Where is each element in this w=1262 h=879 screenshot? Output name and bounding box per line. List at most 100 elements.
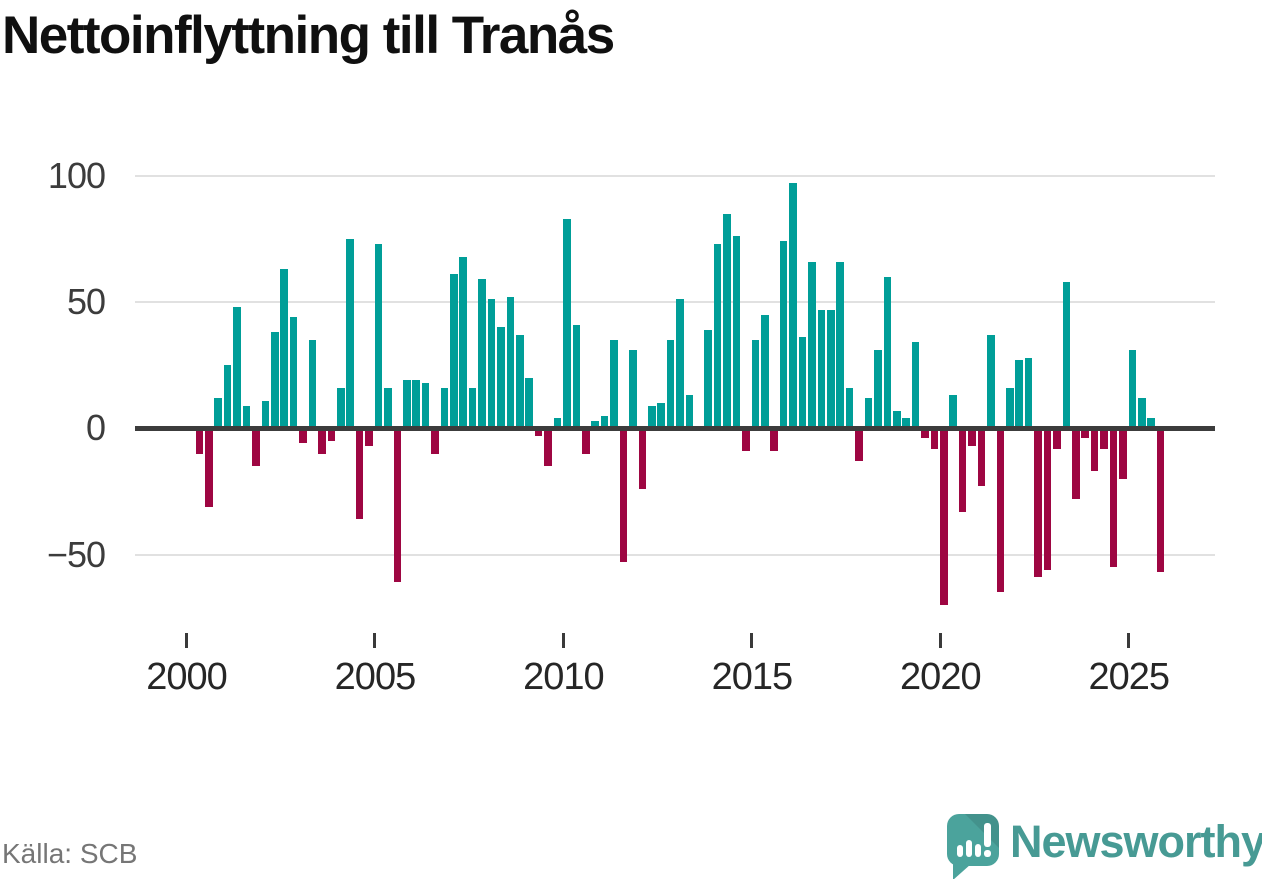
y-axis-tick-label: −50 (46, 533, 106, 575)
source-note: Källa: SCB (2, 838, 138, 869)
bar (600, 415, 609, 429)
bar (676, 299, 684, 429)
gridline (135, 553, 1215, 556)
x-axis-tick-mark (938, 633, 942, 648)
bar (327, 428, 336, 441)
bar (195, 428, 204, 454)
bar (214, 397, 223, 429)
bar (883, 276, 892, 429)
bar (450, 274, 458, 429)
bar (798, 337, 807, 429)
bar (892, 410, 901, 429)
bar (977, 428, 986, 487)
x-axis-tick-label: 2020 (900, 656, 982, 698)
bar (723, 213, 731, 429)
bar (968, 428, 976, 446)
bar (318, 428, 326, 454)
bar (864, 397, 873, 429)
newsworthy-logo-icon (947, 814, 999, 879)
bar (996, 428, 1005, 593)
bar (336, 387, 345, 429)
bar (657, 403, 665, 429)
bar (374, 243, 383, 429)
x-axis-tick-mark (1127, 633, 1131, 648)
page-title: Nettoinflyttning till Tranås (2, 6, 615, 65)
gridline (135, 301, 1215, 303)
bar (478, 279, 486, 429)
bar (468, 387, 477, 429)
bar (930, 428, 939, 449)
x-axis-tick-label: 2010 (523, 656, 605, 698)
bar (525, 377, 534, 429)
bar (1109, 428, 1118, 568)
bar (1006, 387, 1014, 429)
speech-bubble-body (947, 814, 999, 866)
bar (742, 428, 750, 452)
bar (459, 256, 468, 429)
x-axis-tick-label: 2025 (1088, 656, 1171, 698)
bar (431, 428, 439, 454)
bar (355, 428, 364, 520)
bar (233, 307, 241, 429)
bar (205, 428, 213, 507)
bar (544, 428, 552, 467)
chart-bar-icon (975, 844, 981, 857)
y-axis-tick-label: 100 (47, 154, 106, 196)
bar (1071, 428, 1080, 500)
bar (619, 428, 628, 563)
bar (308, 339, 317, 429)
bar (252, 428, 260, 467)
bar (242, 405, 251, 429)
bar (647, 405, 656, 429)
bar (987, 334, 995, 429)
bar (855, 428, 863, 462)
bar (534, 428, 543, 436)
bar (280, 269, 289, 429)
bar (940, 428, 948, 606)
bar (516, 334, 524, 429)
bar (393, 428, 402, 583)
bar (487, 299, 496, 429)
bar (826, 309, 835, 429)
bar (346, 238, 354, 429)
bar (1100, 428, 1108, 449)
bar (1137, 397, 1146, 429)
bar (704, 329, 713, 429)
bar (572, 324, 581, 429)
bar (1128, 349, 1137, 429)
bar (1043, 428, 1052, 570)
bar (261, 400, 270, 429)
bar (553, 418, 562, 429)
bar (1156, 428, 1165, 573)
bar (299, 428, 307, 444)
bar (497, 327, 505, 429)
bar (629, 349, 637, 429)
bar (685, 395, 694, 429)
x-axis-tick-mark (185, 633, 188, 648)
x-axis-tick-label: 2000 (146, 656, 228, 698)
bar (1062, 281, 1071, 429)
bar (779, 241, 788, 429)
bar (751, 339, 760, 429)
bar (911, 342, 920, 429)
bar (384, 387, 392, 429)
bar (1015, 360, 1024, 429)
x-axis-tick-mark (561, 633, 565, 648)
bar (638, 428, 647, 489)
chart-bar-icon (957, 845, 963, 857)
bar (1053, 428, 1061, 449)
exclamation-icon (984, 823, 991, 847)
bar (666, 339, 675, 429)
bar (836, 261, 844, 429)
bar (789, 183, 797, 429)
bar (1119, 428, 1127, 479)
y-axis-tick-label: 0 (85, 407, 106, 449)
bar (591, 420, 599, 429)
bar (1147, 418, 1155, 429)
bar (921, 428, 929, 439)
y-axis-tick-label: 50 (66, 281, 106, 322)
newsworthy-logo: Newsworthy (947, 814, 1262, 879)
bar (1034, 428, 1042, 578)
bar (761, 314, 769, 429)
